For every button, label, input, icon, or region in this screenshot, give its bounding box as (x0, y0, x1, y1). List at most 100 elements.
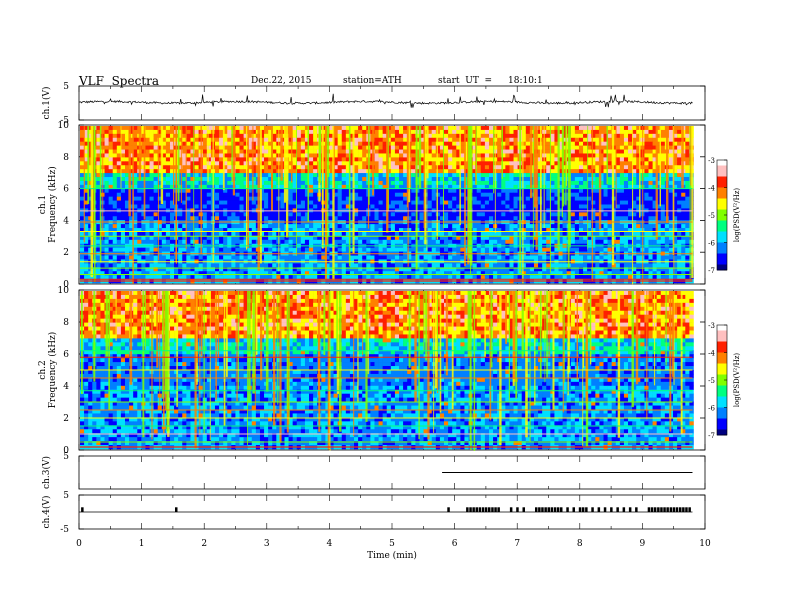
spectrogram-cell (505, 157, 510, 162)
spectrogram-cell (259, 204, 265, 209)
spectrogram-cell (554, 141, 559, 146)
spectrogram-cell (648, 212, 653, 217)
spectrogram-cell (333, 184, 338, 190)
spectrogram-cell (525, 184, 531, 190)
spectrogram-cell (673, 188, 678, 194)
spectrogram-cell (652, 228, 657, 233)
spectrogram-cell (636, 165, 641, 170)
spectrogram-cell (476, 177, 482, 182)
spectrogram-cell (157, 153, 163, 158)
spectrogram-cell (513, 129, 518, 135)
spectrogram-cell (435, 173, 441, 178)
spectrogram-cell (452, 157, 457, 162)
spectrogram-cell (501, 177, 506, 182)
spectrogram-cell (80, 192, 85, 197)
spectrogram-cell (382, 200, 388, 205)
spectrogram-cell (628, 177, 633, 182)
spectrogram-cell (329, 180, 334, 186)
spectrogram-cell (595, 173, 600, 178)
spectrogram-cell (607, 153, 612, 158)
spectrogram-cell (354, 231, 359, 237)
spectrogram-cell (190, 231, 195, 237)
spectrogram-cell (599, 157, 604, 162)
y-tick-label: 6 (63, 350, 69, 360)
spectrogram-cell (374, 180, 379, 186)
spectrogram-cell (137, 224, 142, 229)
spectrogram-cell (358, 173, 363, 178)
spectrogram-cell (137, 212, 142, 217)
spectrogram-cell (460, 169, 465, 174)
spectrogram-cell (484, 192, 490, 197)
spectrogram-cell (452, 169, 457, 174)
spectrogram-cell (337, 239, 343, 245)
spectrogram-cell (243, 188, 248, 194)
spectrogram-cell (656, 165, 662, 170)
spectrogram-cell (632, 145, 637, 150)
spectrogram-cell (497, 141, 502, 146)
spectrogram-cell (403, 212, 408, 217)
spectrogram-cell (370, 228, 375, 233)
spectrogram-cell (607, 239, 612, 245)
spectrogram-cell (444, 137, 449, 142)
spectrogram-cell (239, 149, 244, 154)
spectrogram-cell (345, 192, 351, 197)
spectrogram-cell (251, 145, 257, 150)
spectrogram-cell (595, 129, 600, 135)
spectrogram-cell (546, 196, 551, 201)
spectrogram-cell (525, 129, 531, 135)
spectrogram-cell (145, 196, 150, 201)
spectrogram-cell (673, 129, 678, 135)
spectrogram-cell (513, 212, 518, 217)
spectrogram-cell (206, 192, 212, 197)
spectrogram-cell (345, 145, 351, 150)
spectrogram-cell (570, 161, 576, 166)
spectrogram-cell (435, 126, 441, 131)
spectrogram-cell (472, 149, 478, 154)
spectrogram-cell (448, 204, 453, 209)
spectrogram-cell (403, 180, 408, 186)
spectrogram-cell (644, 180, 649, 186)
spectrogram-cell (186, 145, 191, 150)
spectrogram-cell (133, 141, 138, 146)
spectrogram-cell (259, 126, 265, 131)
spectrogram-cell (501, 137, 506, 142)
spectrogram-cell (309, 153, 314, 158)
spectrogram-cell (206, 141, 212, 146)
spectrogram-cell (272, 133, 277, 139)
spectrogram-cell (149, 235, 154, 241)
spectrogram-cell (251, 231, 257, 237)
spectrogram-cell (145, 192, 150, 197)
spectrogram-cell (444, 126, 449, 131)
spectrogram-cell (587, 141, 592, 146)
spectrogram-cell (558, 196, 563, 201)
spectrogram-cell (660, 153, 666, 158)
spectrogram-cell (668, 204, 674, 209)
spectrogram-cell (513, 188, 518, 194)
spectrogram-cell (309, 216, 314, 221)
spectrogram-cell (378, 145, 383, 150)
spectrogram-cell (341, 235, 347, 241)
spectrogram-cell (157, 235, 163, 241)
spectrogram-cell (501, 184, 506, 190)
spectrogram-cell (169, 212, 175, 217)
spectrogram-cell (313, 224, 318, 229)
spectrogram-cell (190, 141, 195, 146)
spectrogram-cell (264, 145, 269, 150)
spectrogram-cell (578, 228, 584, 233)
spectrogram-cell (607, 196, 612, 201)
spectrogram-cell (349, 169, 355, 174)
spectrogram-cell (505, 235, 510, 241)
spectrogram-cell (411, 231, 416, 237)
spectrogram-cell (362, 126, 367, 131)
spectrogram-cell (488, 235, 494, 241)
spectrogram-cell (599, 212, 604, 217)
spectrogram-cell (96, 133, 101, 139)
spectrogram-cell (595, 224, 600, 229)
spectrogram-cell (313, 188, 318, 194)
spectrogram-cell (153, 153, 159, 158)
spectrogram-cell (116, 228, 122, 233)
spectrogram-cell (460, 239, 465, 245)
spectrogram-cell (137, 228, 142, 233)
spectrogram-cell (153, 224, 159, 229)
spectrogram-cell (431, 165, 437, 170)
